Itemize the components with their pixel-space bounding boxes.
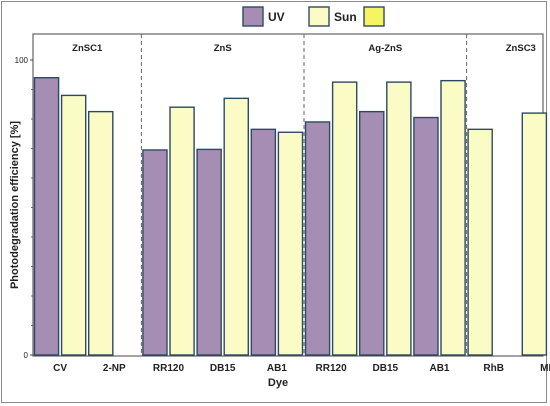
bar xyxy=(169,106,195,356)
legend-swatch xyxy=(308,6,330,27)
bar xyxy=(87,110,114,356)
legend-label: UV xyxy=(268,10,285,24)
y-tick-label: 100 xyxy=(15,56,29,65)
x-tick-labels: CV2-NPRR120DB15AB1RR120DB15AB1RhBMBRhBMB xyxy=(53,363,550,374)
bar xyxy=(196,148,222,356)
bars xyxy=(33,76,548,356)
x-tick-label: AB1 xyxy=(267,363,287,374)
x-tick-label: CV xyxy=(53,363,67,374)
group-label: ZnSC1 xyxy=(72,43,103,54)
bar xyxy=(521,112,548,356)
bar xyxy=(60,94,87,356)
legend-swatch xyxy=(242,6,264,27)
y-tick-label: 0 xyxy=(24,351,29,360)
bar xyxy=(304,121,331,356)
x-axis-label: Dye xyxy=(268,377,288,389)
x-tick-label: RR120 xyxy=(153,363,185,374)
legend-swatch xyxy=(363,6,385,27)
y-axis-label: Photodegradation efficiency [%] xyxy=(9,121,21,289)
bar xyxy=(142,149,168,356)
bar xyxy=(440,79,466,356)
x-tick-label: RR120 xyxy=(316,363,348,374)
x-tick-label: DB15 xyxy=(373,363,399,374)
group-label: ZnSC3 xyxy=(506,43,536,54)
x-tick-label: 2-NP xyxy=(103,363,126,374)
bar xyxy=(386,81,412,356)
bar xyxy=(223,97,249,356)
bar xyxy=(250,128,277,356)
group-label: ZnS xyxy=(214,43,232,54)
bar xyxy=(277,131,304,356)
bar xyxy=(359,110,385,356)
y-axis: 0 100 xyxy=(15,56,33,360)
bar xyxy=(413,116,439,356)
group-label: Ag-ZnS xyxy=(368,43,402,54)
legend-label: Sun xyxy=(334,10,357,24)
bar xyxy=(331,81,358,356)
x-tick-label: AB1 xyxy=(429,363,449,374)
legend: UV Sun xyxy=(242,6,385,27)
bar xyxy=(467,128,493,356)
group-separators xyxy=(140,34,468,356)
x-tick-label: MB xyxy=(540,363,550,374)
x-tick-label: DB15 xyxy=(210,363,236,374)
bar xyxy=(33,76,60,356)
x-tick-label: RhB xyxy=(483,363,504,374)
